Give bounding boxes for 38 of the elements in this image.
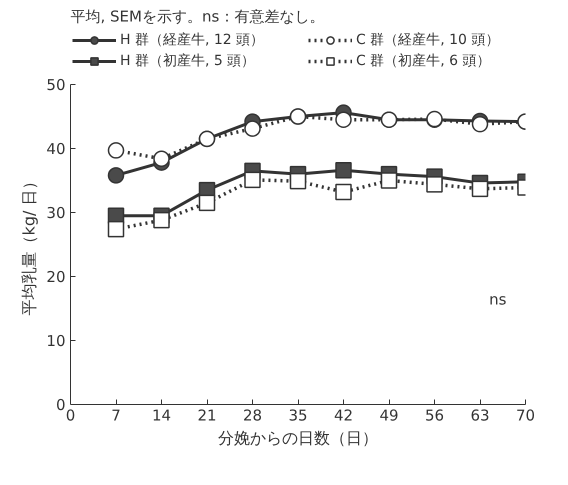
x-tick-label: 56 (424, 406, 444, 424)
y-tick-label: 10 (46, 332, 66, 350)
x-tick-label: 14 (152, 406, 172, 424)
point (108, 220, 124, 238)
point (335, 162, 352, 179)
y-tick-label: 50 (46, 76, 66, 94)
point (426, 176, 443, 193)
point (198, 194, 216, 212)
x-tick-label: 70 (516, 406, 536, 424)
y-tick-label: 30 (46, 204, 66, 222)
point (108, 167, 124, 184)
annotation: ns (489, 290, 507, 308)
legend-label: H 群（初産牛, 5 頭） (120, 52, 256, 70)
x-tick-label: 35 (288, 406, 308, 424)
y-axis-title: 平均乳量（kg/ 日） (19, 174, 38, 316)
point (472, 180, 488, 198)
x-tick-label: 28 (242, 406, 262, 424)
point (244, 120, 261, 137)
x-tick-label: 21 (197, 406, 217, 424)
point (153, 150, 170, 167)
text: 平均, SEMを示す。ns：有意差なし。 (70, 8, 324, 26)
x-axis-title: 分娩からの日数（日） (218, 428, 378, 448)
point (380, 172, 398, 189)
point (335, 184, 352, 200)
point (153, 212, 170, 228)
x-tick-label: 7 (111, 406, 121, 424)
point (335, 111, 352, 128)
legend-label: C 群（初産牛, 6 頭） (356, 52, 492, 70)
legend-label: C 群（経産牛, 10 頭） (356, 31, 500, 49)
y-tick-label: 40 (46, 140, 66, 158)
x-tick-label: 42 (334, 406, 354, 424)
x-tick-label: 49 (379, 406, 399, 424)
point (244, 172, 261, 188)
point (472, 116, 488, 132)
point (290, 172, 306, 190)
y-tick-label: 20 (46, 268, 66, 286)
legend-label: H 群（経産牛, 12 頭） (120, 31, 266, 49)
x-tick-label: 63 (470, 406, 490, 424)
